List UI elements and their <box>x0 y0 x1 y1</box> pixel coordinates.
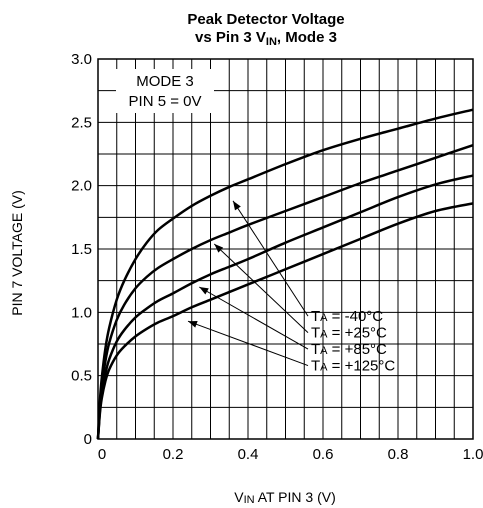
chart-title-line1: Peak Detector Voltage <box>187 11 344 28</box>
label-arrow-3 <box>199 286 309 350</box>
y-tick-label: 2.0 <box>71 178 92 195</box>
y-tick-label: 0 <box>84 431 92 448</box>
title-line2-sub: IN <box>266 36 277 48</box>
annotation-background <box>116 69 214 113</box>
series-lines <box>96 108 474 440</box>
label-arrow-2 <box>213 243 309 333</box>
y-tick-label: 0.5 <box>71 368 92 385</box>
x-tick-label: 0.2 <box>163 446 184 463</box>
x-tick-label: 1.0 <box>463 446 483 463</box>
x-label-sub: IN <box>244 494 255 506</box>
x-axis-label: VIN AT PIN 3 (V) <box>234 489 336 506</box>
series-label-2: TA = +25°C <box>311 325 387 342</box>
y-tick-label: 1.5 <box>71 241 92 258</box>
x-tick-label: 0.4 <box>238 446 259 463</box>
title-line2-main: vs Pin 3 V <box>195 29 266 46</box>
y-axis-label: PIN 7 VOLTAGE (V) <box>9 190 25 316</box>
plot-frame <box>97 58 474 440</box>
series-labels: TA = -40°CTA = +25°CTA = +85°CTA = +125°… <box>311 308 395 374</box>
series-label-3: TA = +85°C <box>311 341 387 358</box>
y-tick-label: 1.0 <box>71 304 92 321</box>
annotation-pin5: PIN 5 = 0V <box>129 93 202 110</box>
tick-labels: 0 0.2 0.4 0.6 0.8 1.0 0 0.5 1.0 1.5 2.0 2.5 3.0 <box>71 51 483 463</box>
grid-lines <box>98 59 473 439</box>
chart-title-line2: vs Pin 3 VIN, Mode 3 <box>195 29 337 48</box>
series-line-4 <box>96 202 474 440</box>
series-line-2 <box>96 143 474 440</box>
y-tick-label: 2.5 <box>71 114 92 131</box>
label-arrows <box>187 200 309 367</box>
annotation-mode: MODE 3 <box>136 73 194 90</box>
chart-title: Peak Detector Voltage vs Pin 3 VIN, Mode… <box>187 11 344 48</box>
series-label-1: TA = -40°C <box>311 308 383 325</box>
label-arrow-4 <box>187 320 309 367</box>
series-line-1 <box>96 108 474 440</box>
title-line2-tail: , Mode 3 <box>277 29 337 46</box>
mode-annotation: MODE 3 PIN 5 = 0V <box>116 69 214 113</box>
x-label-tail: AT PIN 3 (V) <box>255 489 336 505</box>
x-tick-label: 0.8 <box>388 446 409 463</box>
x-tick-label: 0.6 <box>313 446 334 463</box>
x-label-main: V <box>234 489 244 505</box>
label-arrow-1 <box>232 200 309 317</box>
x-tick-label: 0 <box>98 446 106 463</box>
series-label-4: TA = +125°C <box>311 358 395 375</box>
y-tick-label: 3.0 <box>71 51 92 68</box>
series-line-3 <box>96 174 474 440</box>
